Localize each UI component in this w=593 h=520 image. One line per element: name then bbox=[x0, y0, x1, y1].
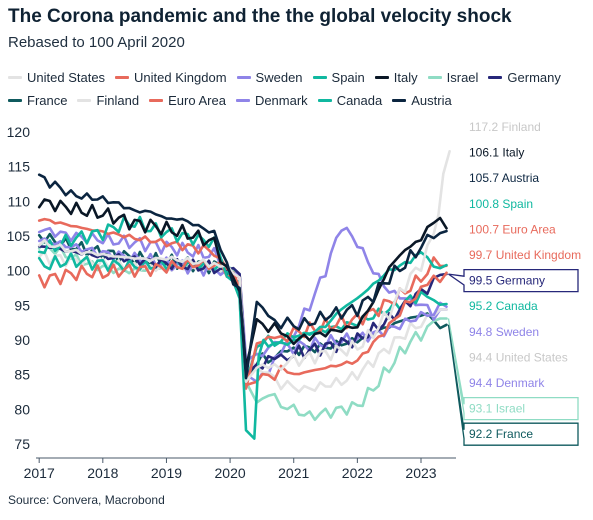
legend-item: Finland bbox=[77, 93, 139, 108]
end-label-box bbox=[448, 268, 579, 293]
y-tick-label: 115 bbox=[8, 159, 31, 175]
x-tick-label: 2018 bbox=[87, 465, 118, 481]
end-label: 100.8 Spain bbox=[469, 197, 533, 211]
legend-swatch bbox=[488, 75, 503, 79]
legend-swatch bbox=[312, 75, 327, 79]
legend-swatch bbox=[374, 75, 389, 79]
end-label: 99.5 Germany bbox=[469, 274, 545, 288]
legend-row: France Finland Euro Area Denmark Canada Austr… bbox=[8, 89, 588, 111]
y-tick-label: 80 bbox=[14, 401, 30, 417]
legend-label: United Kingdom bbox=[134, 69, 227, 85]
x-tick-label: 2023 bbox=[405, 465, 436, 481]
end-label: 100.7 Euro Area bbox=[469, 222, 556, 236]
end-label-box bbox=[447, 318, 579, 421]
legend-swatch bbox=[392, 98, 407, 102]
chart-source: Source: Convera, Macrobond bbox=[8, 493, 165, 507]
y-tick-label: 105 bbox=[7, 228, 31, 244]
legend-label: Denmark bbox=[254, 92, 308, 108]
legend-label: United States bbox=[27, 69, 106, 85]
x-tick-label: 2017 bbox=[24, 465, 55, 481]
legend-label: Israel bbox=[446, 69, 479, 85]
series-line bbox=[37, 173, 448, 380]
x-tick-label: 2020 bbox=[215, 465, 246, 481]
chart-subtitle: Rebased to 100 April 2020 bbox=[8, 34, 185, 51]
end-label: 94.4 United States bbox=[469, 350, 568, 364]
chart-axes: 75 80 85 90 95 100 105 110 115 120 2017 2018 2019 202… bbox=[7, 124, 456, 481]
legend-item: Canada bbox=[317, 92, 383, 108]
legend-item: France bbox=[8, 93, 67, 108]
legend-label: Sweden bbox=[255, 69, 303, 85]
end-label: 95.2 Canada bbox=[469, 299, 538, 313]
legend-item: Denmark bbox=[235, 92, 308, 108]
legend-label: Austria bbox=[411, 92, 452, 108]
legend-label: France bbox=[27, 92, 68, 108]
legend-item: Italy bbox=[374, 69, 418, 85]
legend-label: Euro Area bbox=[168, 92, 226, 108]
legend-swatch bbox=[236, 75, 251, 79]
y-tick-label: 75 bbox=[14, 436, 30, 452]
legend-label: Germany bbox=[507, 69, 561, 85]
x-tick-label: 2022 bbox=[342, 465, 373, 481]
legend-item: Spain bbox=[312, 69, 365, 85]
line-chart: 75 80 85 90 95 100 105 110 115 120 2017 2018 2019 202… bbox=[7, 120, 581, 481]
legend-label: Canada bbox=[336, 92, 383, 108]
x-tick-label: 2019 bbox=[151, 465, 182, 481]
legend-swatch bbox=[8, 75, 22, 79]
end-label: 106.1 Italy bbox=[469, 146, 524, 160]
legend-swatch bbox=[8, 98, 22, 102]
legend-item: United Kingdom bbox=[115, 70, 227, 85]
legend-item: Austria bbox=[392, 92, 452, 108]
legend-item: Sweden bbox=[236, 69, 303, 85]
y-tick-label: 120 bbox=[7, 124, 31, 140]
legend-item: Israel bbox=[427, 69, 479, 85]
legend-swatch bbox=[317, 98, 332, 102]
end-label: 92.2 France bbox=[469, 427, 533, 441]
legend-row: United States United Kingdom Sweden Spain It… bbox=[8, 66, 588, 88]
y-tick-label: 110 bbox=[8, 193, 31, 209]
legend-swatch bbox=[427, 75, 442, 79]
chart-legend: United States United Kingdom Sweden Spain It… bbox=[8, 66, 588, 112]
y-tick-label: 90 bbox=[14, 332, 30, 348]
legend-label: Finland bbox=[96, 92, 140, 108]
chart-title: The Corona pandemic and the the global v… bbox=[8, 6, 512, 27]
legend-item: Euro Area bbox=[149, 93, 226, 108]
y-tick-label: 95 bbox=[14, 297, 30, 313]
end-label: 94.4 Denmark bbox=[469, 376, 545, 390]
end-labels: 117.2 Finland 106.1 Italy 105.7 Austria 100… bbox=[447, 120, 581, 446]
legend-label: Italy bbox=[393, 69, 418, 85]
end-label: 99.7 United Kingdom bbox=[469, 248, 581, 262]
legend-item: Germany bbox=[488, 69, 561, 85]
y-tick-label: 100 bbox=[7, 263, 31, 279]
legend-swatch bbox=[77, 98, 92, 102]
end-label: 117.2 Finland bbox=[469, 120, 541, 134]
x-tick-label: 2021 bbox=[278, 465, 309, 481]
legend-swatch bbox=[149, 98, 164, 102]
chart-series bbox=[37, 150, 451, 440]
legend-swatch bbox=[235, 98, 250, 102]
end-label: 93.1 Israel bbox=[469, 402, 525, 416]
end-label: 105.7 Austria bbox=[469, 171, 539, 185]
y-tick-label: 85 bbox=[14, 367, 30, 383]
legend-swatch bbox=[115, 75, 130, 79]
legend-item: United States bbox=[8, 70, 105, 85]
series-line bbox=[37, 215, 448, 440]
end-label: 94.8 Sweden bbox=[469, 325, 539, 339]
end-label-box bbox=[447, 324, 579, 446]
legend-label: Spain bbox=[331, 69, 365, 85]
